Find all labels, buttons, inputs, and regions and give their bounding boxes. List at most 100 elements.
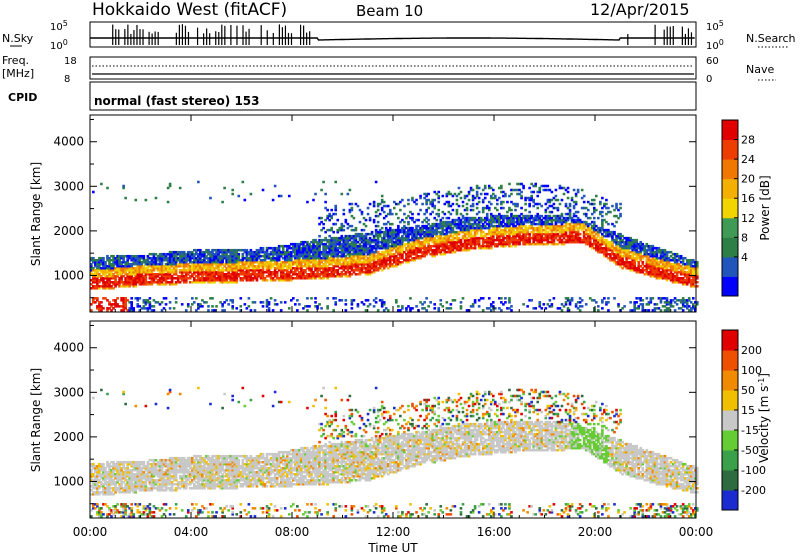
data-cell — [407, 234, 410, 238]
data-cell — [522, 186, 525, 190]
data-cell — [348, 246, 352, 250]
data-cell — [318, 275, 321, 278]
data-cell — [340, 266, 344, 270]
data-cell — [140, 270, 144, 274]
data-cell — [144, 260, 148, 264]
data-cell — [502, 236, 505, 240]
data-cell — [362, 222, 366, 226]
data-cell — [110, 281, 113, 284]
data-cell — [564, 218, 568, 222]
data-cell — [300, 262, 303, 266]
data-cell — [241, 268, 245, 272]
data-cell — [449, 212, 453, 216]
data-cell — [455, 242, 459, 246]
data-cell — [358, 238, 362, 242]
data-cell — [500, 202, 503, 206]
data-cell — [415, 228, 418, 232]
data-cell — [409, 254, 412, 258]
data-cell — [407, 222, 410, 226]
data-cell — [346, 270, 350, 274]
data-cell — [403, 238, 406, 242]
data-cell — [336, 218, 340, 222]
data-cell — [348, 210, 352, 214]
data-cell — [354, 266, 358, 270]
data-cell — [140, 283, 144, 286]
data-cell — [199, 260, 202, 264]
data-cell — [447, 216, 451, 220]
data-cell — [136, 299, 140, 302]
data-cell — [368, 202, 372, 206]
data-cell — [449, 204, 453, 208]
data-cell — [439, 250, 443, 254]
data-cell — [267, 256, 271, 260]
data-cell — [615, 236, 618, 240]
data-cell — [372, 200, 376, 204]
data-cell — [487, 218, 491, 222]
data-cell — [588, 202, 592, 206]
data-cell — [209, 266, 212, 270]
data-cell — [354, 236, 358, 240]
data-cell — [572, 228, 576, 232]
data-cell — [625, 252, 628, 256]
data-cell — [388, 234, 392, 238]
data-cell — [617, 262, 620, 266]
data-cell — [504, 297, 507, 300]
data-cell — [419, 208, 422, 212]
data-cell — [366, 240, 370, 244]
data-cell — [289, 299, 293, 302]
data-cell — [572, 230, 576, 234]
data-cell — [237, 273, 241, 276]
data-cell — [150, 277, 154, 280]
data-cell — [401, 234, 404, 238]
data-cell — [231, 248, 235, 252]
data-cell — [120, 262, 123, 266]
data-cell — [475, 202, 479, 206]
data-cell — [546, 188, 550, 192]
data-cell — [455, 222, 459, 226]
data-cell — [231, 188, 235, 192]
data-cell — [467, 198, 471, 202]
data-cell — [457, 192, 461, 196]
data-cell — [578, 224, 582, 228]
data-cell — [601, 210, 604, 214]
data-cell — [154, 277, 158, 280]
data-cell — [487, 186, 491, 190]
data-cell — [376, 240, 380, 244]
data-cell — [362, 262, 366, 266]
data-cell — [170, 264, 174, 268]
data-cell — [388, 262, 392, 266]
data-cell — [241, 248, 245, 252]
data-cell — [277, 194, 281, 198]
data-cell — [374, 244, 378, 248]
data-cell — [292, 244, 295, 248]
data-cell — [193, 260, 196, 264]
data-cell — [542, 232, 546, 236]
data-cell — [340, 262, 344, 266]
data-cell — [116, 273, 119, 276]
data-cell — [328, 256, 331, 260]
data-cell — [643, 268, 647, 272]
data-cell — [500, 224, 503, 228]
data-cell — [316, 273, 319, 276]
data-cell — [122, 281, 125, 284]
data-cell — [191, 262, 194, 266]
data-cell — [540, 236, 544, 240]
data-cell — [217, 262, 220, 266]
data-cell — [344, 240, 348, 244]
data-cell — [441, 232, 445, 236]
data-cell — [540, 218, 544, 222]
data-cell — [354, 238, 358, 242]
data-cell — [528, 220, 531, 224]
data-cell — [645, 268, 649, 272]
data-cell — [247, 297, 251, 300]
data-cell — [552, 238, 556, 242]
data-cell — [631, 262, 634, 266]
data-cell — [643, 248, 647, 252]
data-cell — [459, 196, 463, 200]
data-cell — [449, 303, 453, 306]
data-cell — [409, 216, 412, 220]
data-cell — [461, 216, 465, 220]
data-cell — [413, 236, 416, 240]
data-cell — [386, 266, 390, 270]
data-cell — [342, 244, 346, 248]
